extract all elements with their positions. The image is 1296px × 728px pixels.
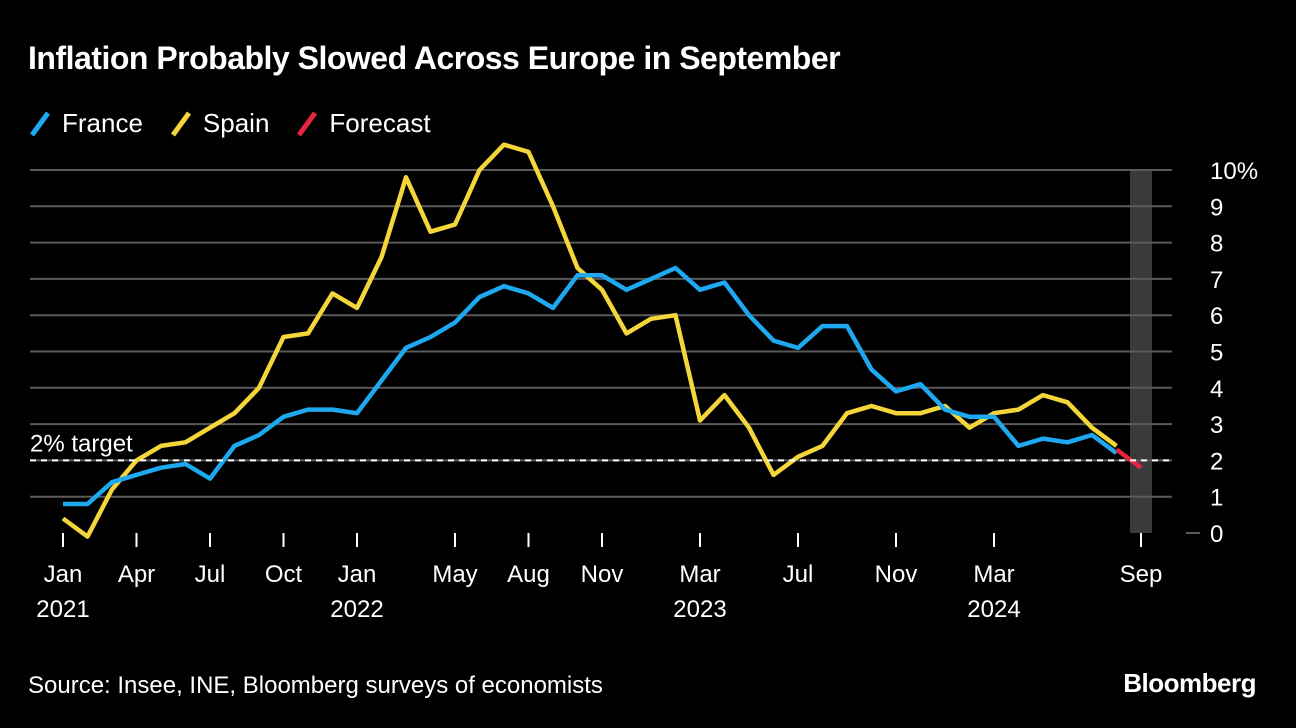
x-tick-label-2022-05: May: [432, 561, 477, 588]
source-note: Source: Insee, INE, Bloomberg surveys of…: [28, 672, 603, 699]
x-tick-label-2023-07: Jul: [783, 561, 814, 588]
series-line-france: [63, 265, 1118, 507]
legend-item-france: France: [28, 107, 143, 139]
x-tick-label-2022-08: Aug: [507, 561, 550, 588]
legend-label-forecast: Forecast: [329, 107, 431, 138]
x-tick-label-2021-07: Jul: [195, 561, 226, 588]
legend: France Spain Forecast: [28, 106, 457, 140]
y-tick-label-10: 10%: [1210, 158, 1258, 185]
legend-label-spain: Spain: [202, 107, 270, 138]
x-tick-label-2023-03: Mar: [679, 561, 720, 588]
bloomberg-logo: Bloomberg: [1123, 668, 1256, 698]
x-tick-label-2021-04: Apr: [118, 561, 155, 588]
chart-title: Inflation Probably Slowed Across Europe …: [28, 40, 841, 76]
y-tick-label-4: 4: [1210, 376, 1223, 403]
y-tick-label-5: 5: [1210, 340, 1223, 367]
y-tick-label-8: 8: [1210, 231, 1223, 258]
x-tick-label-2022-01: Jan: [338, 561, 377, 588]
x-tick-label-2024-09: Sep: [1120, 561, 1163, 588]
legend-label-france: France: [62, 107, 143, 138]
x-year-label-2022: 2022: [330, 596, 383, 623]
y-tick-label-1: 1: [1210, 485, 1223, 512]
y-tick-label-9: 9: [1210, 194, 1223, 221]
y-tick-label-0: 0: [1210, 521, 1223, 548]
series-line-forecast: [1115, 447, 1143, 470]
x-year-label-2021: 2021: [36, 596, 89, 623]
x-tick-label-2023-11: Nov: [875, 561, 918, 588]
x-year-label-2023: 2023: [673, 596, 726, 623]
legend-item-spain: Spain: [169, 107, 270, 139]
legend-swatch-france: [29, 111, 51, 137]
x-tick-label-2021-10: Oct: [265, 561, 303, 588]
series-line-spain: [61, 142, 1118, 539]
y-tick-label-6: 6: [1210, 303, 1223, 330]
x-tick-label-2021-01: Jan: [44, 561, 83, 588]
legend-item-forecast: Forecast: [295, 107, 431, 139]
x-tick-label-2024-03: Mar: [973, 561, 1014, 588]
x-year-label-2024: 2024: [967, 596, 1020, 623]
legend-swatch-spain: [170, 111, 191, 137]
x-tick-label-2022-11: Nov: [581, 561, 624, 588]
y-tick-label-7: 7: [1210, 267, 1223, 294]
legend-swatch-forecast: [297, 111, 318, 137]
target-reference-label: 2% target: [30, 430, 133, 457]
y-tick-label-2: 2: [1210, 448, 1223, 475]
y-tick-label-3: 3: [1210, 412, 1223, 439]
